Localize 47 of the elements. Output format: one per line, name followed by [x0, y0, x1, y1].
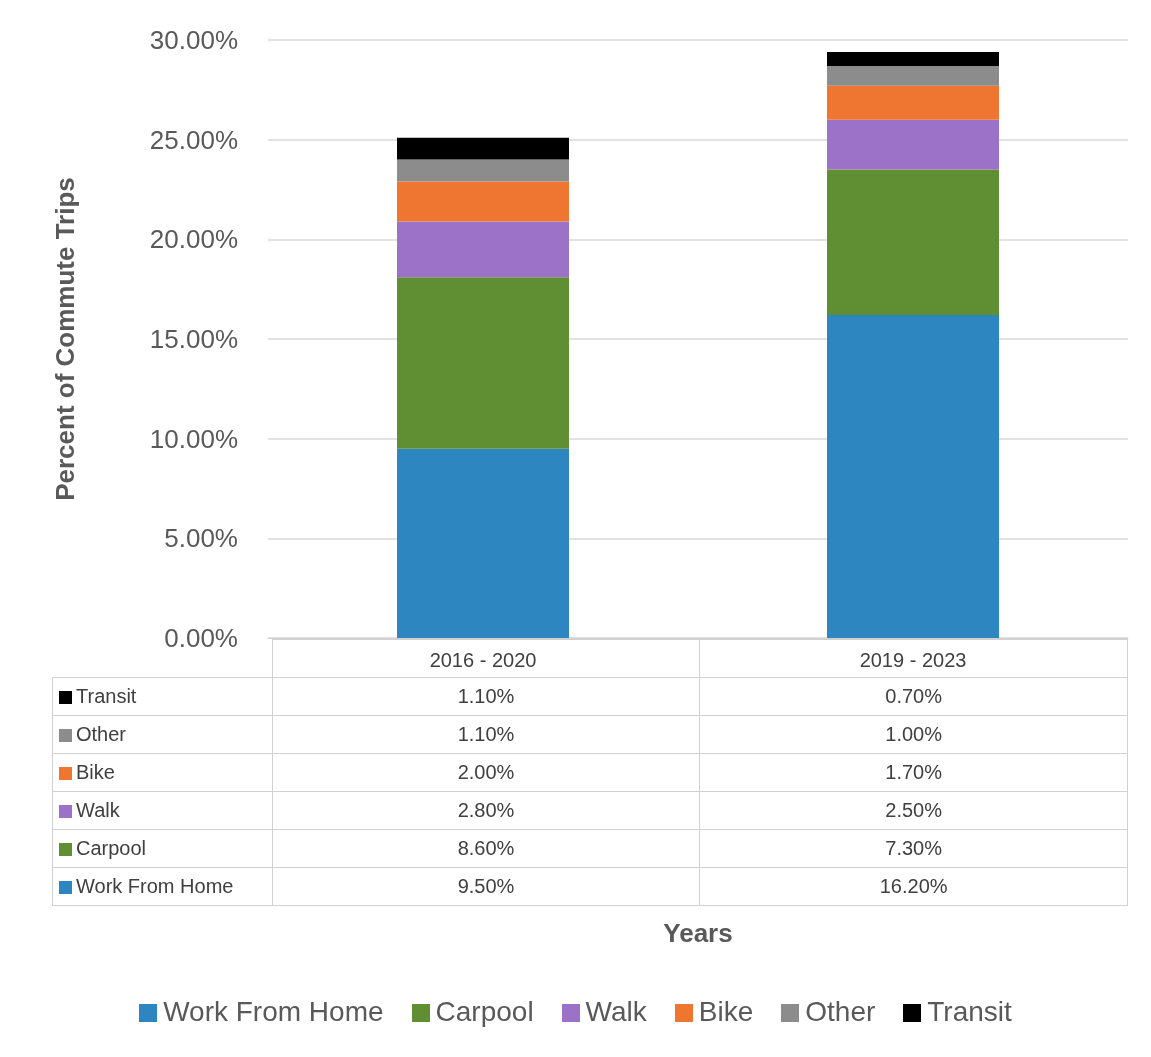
bar — [397, 277, 569, 449]
data-label: 8.60% — [272, 829, 700, 868]
text: Work From Home — [163, 996, 384, 1027]
legend-label: Transit — [52, 677, 273, 716]
y-tick-label: 20.00% — [149, 224, 238, 255]
legend-label: Carpool — [52, 829, 273, 868]
y-axis-title: Percent of Commute Trips — [50, 177, 80, 501]
x-tick-label: 2016 - 2020 — [429, 649, 537, 671]
data-label: 7.30% — [699, 829, 1128, 868]
bar — [397, 448, 569, 638]
legend-label: Walk — [52, 791, 273, 830]
text: Years — [662, 918, 734, 949]
data-label: 1.10% — [272, 677, 700, 716]
bar — [397, 137, 569, 160]
data-label: 2.50% — [699, 791, 1128, 830]
data-label: 2.80% — [272, 791, 700, 830]
data-label: 2.00% — [272, 753, 700, 792]
bar — [827, 169, 999, 316]
data-label: 1.00% — [699, 715, 1128, 754]
bar — [827, 65, 999, 86]
data-label: 16.20% — [699, 867, 1128, 906]
y-tick-label: 30.00% — [149, 25, 238, 55]
data-label: 1.70% — [699, 753, 1128, 792]
text: Bike — [698, 996, 754, 1027]
data-label: 0.70% — [699, 677, 1128, 716]
legend-label: Other — [52, 715, 273, 754]
y-tick-label: 5.00% — [164, 523, 238, 554]
text: Other — [805, 996, 876, 1027]
x-tick-label: 2019 - 2023 — [859, 649, 967, 671]
text: Carpool — [435, 996, 534, 1027]
text: Walk — [585, 996, 647, 1027]
y-tick-label: 15.00% — [149, 324, 238, 354]
bar — [827, 85, 999, 120]
y-tick-label: 25.00% — [149, 124, 238, 155]
bar — [827, 315, 999, 638]
data-label: 1.10% — [272, 715, 700, 754]
bar — [397, 221, 569, 278]
bar — [397, 181, 569, 222]
y-tick-label: 0.00% — [164, 623, 238, 653]
text: Transit — [927, 996, 1012, 1027]
legend-label: Bike — [52, 753, 273, 792]
bar — [827, 119, 999, 170]
bar — [827, 51, 999, 66]
y-tick-label: 10.00% — [149, 423, 238, 454]
bar — [397, 159, 569, 182]
data-label: 9.50% — [272, 867, 700, 906]
legend-label: Work From Home — [52, 867, 273, 906]
